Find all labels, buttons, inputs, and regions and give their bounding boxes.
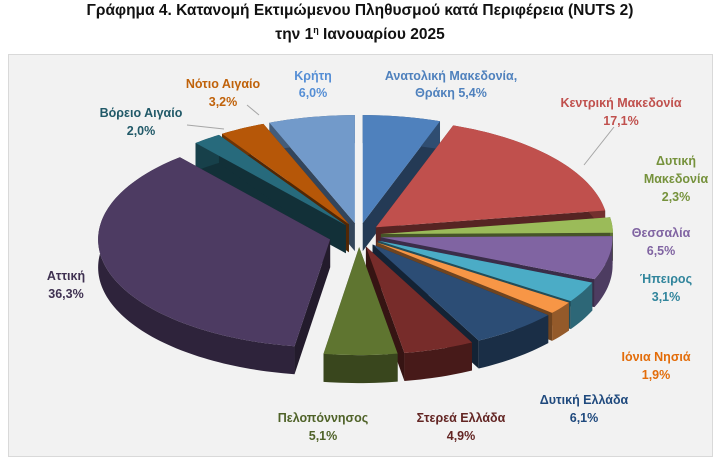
- data-label-value: 3,1%: [652, 290, 681, 304]
- slice-outer-wall: [552, 302, 569, 341]
- slice-top: [269, 115, 355, 224]
- data-label-value: 6,1%: [570, 411, 599, 425]
- data-label-name: Κρήτη: [294, 69, 332, 83]
- data-label-name: Κεντρική Μακεδονία: [560, 96, 681, 110]
- leader-line: [186, 124, 225, 130]
- data-label-value: 6,0%: [299, 86, 328, 100]
- slice-top: [380, 236, 613, 280]
- data-label-name: Ήπειρος: [640, 272, 692, 286]
- slice-side-wall: [362, 121, 441, 252]
- data-label-value: 5,1%: [309, 429, 338, 443]
- data-label-value: 3,2%: [209, 95, 238, 109]
- pie-slice: [98, 157, 331, 375]
- data-label-name: Αττική: [47, 269, 85, 283]
- data-label-name: Δυτική Ελλάδα: [540, 393, 629, 407]
- data-label-name: Μακεδονία: [644, 172, 709, 186]
- slice-side-wall: [294, 239, 331, 375]
- pie-chart: Ανατολική Μακεδονία, Θράκη 5,4% Κεντρική Μ…: [47, 69, 709, 443]
- slice-top: [365, 246, 473, 353]
- chart-subtitle: την 1η Ιανουαρίου 2025: [0, 25, 720, 44]
- data-label-name: Θεσσαλία: [632, 226, 691, 240]
- slice-outer-wall: [323, 353, 398, 384]
- slice-outer-wall: [404, 342, 473, 381]
- slice-outer-wall: [594, 236, 613, 308]
- leader-line: [583, 126, 615, 166]
- slice-top: [375, 125, 606, 228]
- data-label-value: 36,3%: [48, 287, 83, 301]
- slice-top: [195, 134, 346, 226]
- slice-outer-wall: [570, 282, 593, 330]
- data-label-name: Νότιο Αιγαίο: [186, 77, 261, 91]
- data-label-value: 4,9%: [447, 429, 476, 443]
- subtitle-suffix: Ιανουαρίου 2025: [318, 26, 445, 44]
- slice-outer-wall: [98, 157, 295, 375]
- pie-slice: [323, 247, 398, 384]
- slice-outer-wall: [478, 315, 549, 369]
- data-label-value: 17,1%: [603, 114, 638, 128]
- subtitle-prefix: την 1: [275, 26, 314, 44]
- slice-top: [362, 115, 441, 224]
- pie-slice: [195, 134, 346, 254]
- data-label-name: Πελοπόννησος: [278, 411, 368, 425]
- slice-top: [372, 244, 549, 341]
- slice-top: [323, 247, 398, 356]
- data-label-value: 6,5%: [647, 244, 676, 258]
- data-label-name: Ιόνια Νησιά: [621, 350, 690, 364]
- data-label-value: 1,9%: [642, 368, 671, 382]
- slice-top: [98, 157, 331, 347]
- pie-slice: [362, 115, 441, 252]
- data-label-value: Θράκη 5,4%: [415, 86, 487, 100]
- subtitle-sup: η: [313, 25, 319, 35]
- leader-line: [246, 104, 260, 116]
- data-label-name: Δυτική: [656, 154, 696, 168]
- data-label-name: Ανατολική Μακεδονία,: [385, 69, 517, 83]
- data-label-name: Στερεά Ελλάδα: [417, 411, 506, 425]
- data-label-name: Βόρειο Αιγαίο: [100, 106, 183, 120]
- data-label-value: 2,3%: [662, 190, 691, 204]
- data-label-value: 2,0%: [127, 124, 156, 138]
- slice-top: [380, 217, 613, 234]
- chart-title: Γράφημα 4. Κατανομή Εκτιμώμενου Πληθυσμο…: [86, 2, 634, 19]
- slice-top: [376, 242, 569, 313]
- slice-top: [378, 240, 593, 302]
- slice-top: [222, 123, 349, 225]
- plot-area: Ανατολική Μακεδονία, Θράκη 5,4% Κεντρική Μ…: [8, 54, 713, 457]
